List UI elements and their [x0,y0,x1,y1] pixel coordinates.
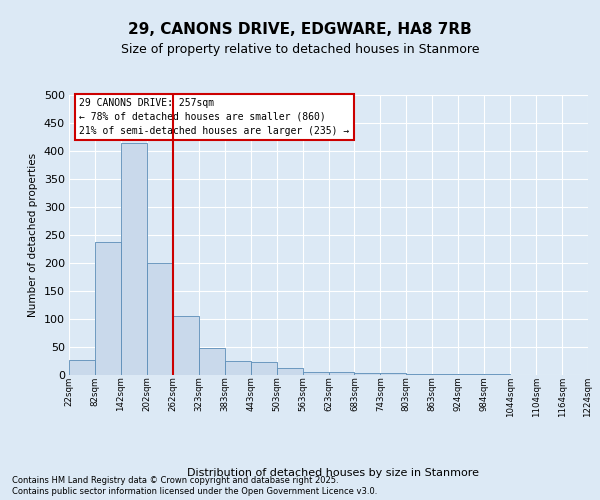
Bar [406,374,432,375]
Text: Contains HM Land Registry data © Crown copyright and database right 2025.: Contains HM Land Registry data © Crown c… [12,476,338,485]
Bar [199,348,224,375]
Bar [121,142,147,375]
Bar [147,263,173,375]
Text: Size of property relative to detached houses in Stanmore: Size of property relative to detached ho… [121,42,479,56]
Bar [380,373,406,375]
Text: Distribution of detached houses by size in Stanmore: Distribution of detached houses by size … [187,468,479,477]
Bar [484,374,510,375]
Bar [302,372,329,375]
Bar [173,316,199,375]
Text: 29 CANONS DRIVE: 257sqm
← 78% of detached houses are smaller (860)
21% of semi-d: 29 CANONS DRIVE: 257sqm ← 78% of detache… [79,98,350,136]
Bar [433,374,458,375]
Bar [95,242,121,375]
Text: 29, CANONS DRIVE, EDGWARE, HA8 7RB: 29, CANONS DRIVE, EDGWARE, HA8 7RB [128,22,472,38]
Bar [251,362,277,375]
Bar [329,372,355,375]
Bar [69,360,95,375]
Text: Contains public sector information licensed under the Open Government Licence v3: Contains public sector information licen… [12,487,377,496]
Bar [355,373,380,375]
Bar [458,374,484,375]
Bar [225,361,251,375]
Bar [277,368,302,375]
Y-axis label: Number of detached properties: Number of detached properties [28,153,38,317]
